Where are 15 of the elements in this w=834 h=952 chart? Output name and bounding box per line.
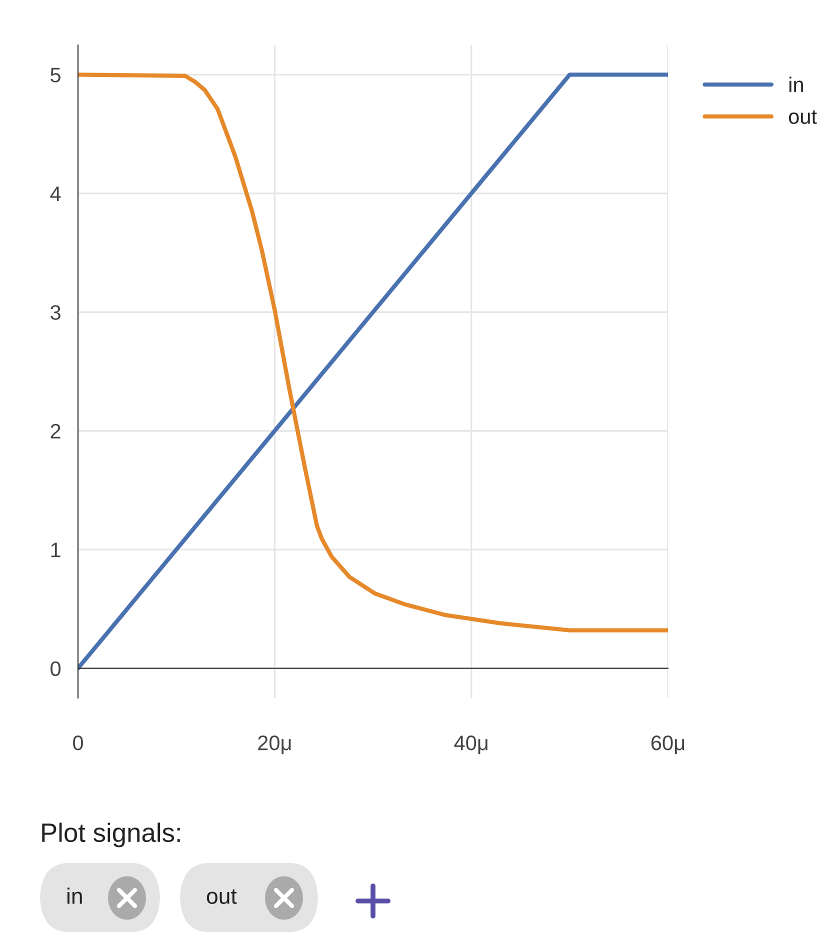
- text: Plot signals:: [42, 822, 180, 848]
- x-tick-label: 40μ: [454, 736, 488, 754]
- y-tick-label: 2: [50, 424, 60, 438]
- y-tick-label: 0: [50, 661, 61, 676]
- text: in: [67, 888, 82, 904]
- y-tick-label: 4: [50, 186, 61, 201]
- y-tick-label: 3: [50, 305, 60, 320]
- legend-label: out: [788, 110, 817, 124]
- x-tick-label: 0: [73, 736, 83, 750]
- y-tick-label: 1: [51, 542, 60, 558]
- x-tick-label: 20μ: [258, 736, 291, 754]
- x-tick-label: 60μ: [651, 736, 684, 754]
- text: out: [206, 889, 237, 904]
- legend-label: in: [789, 76, 803, 92]
- y-tick-label: 5: [50, 68, 60, 82]
